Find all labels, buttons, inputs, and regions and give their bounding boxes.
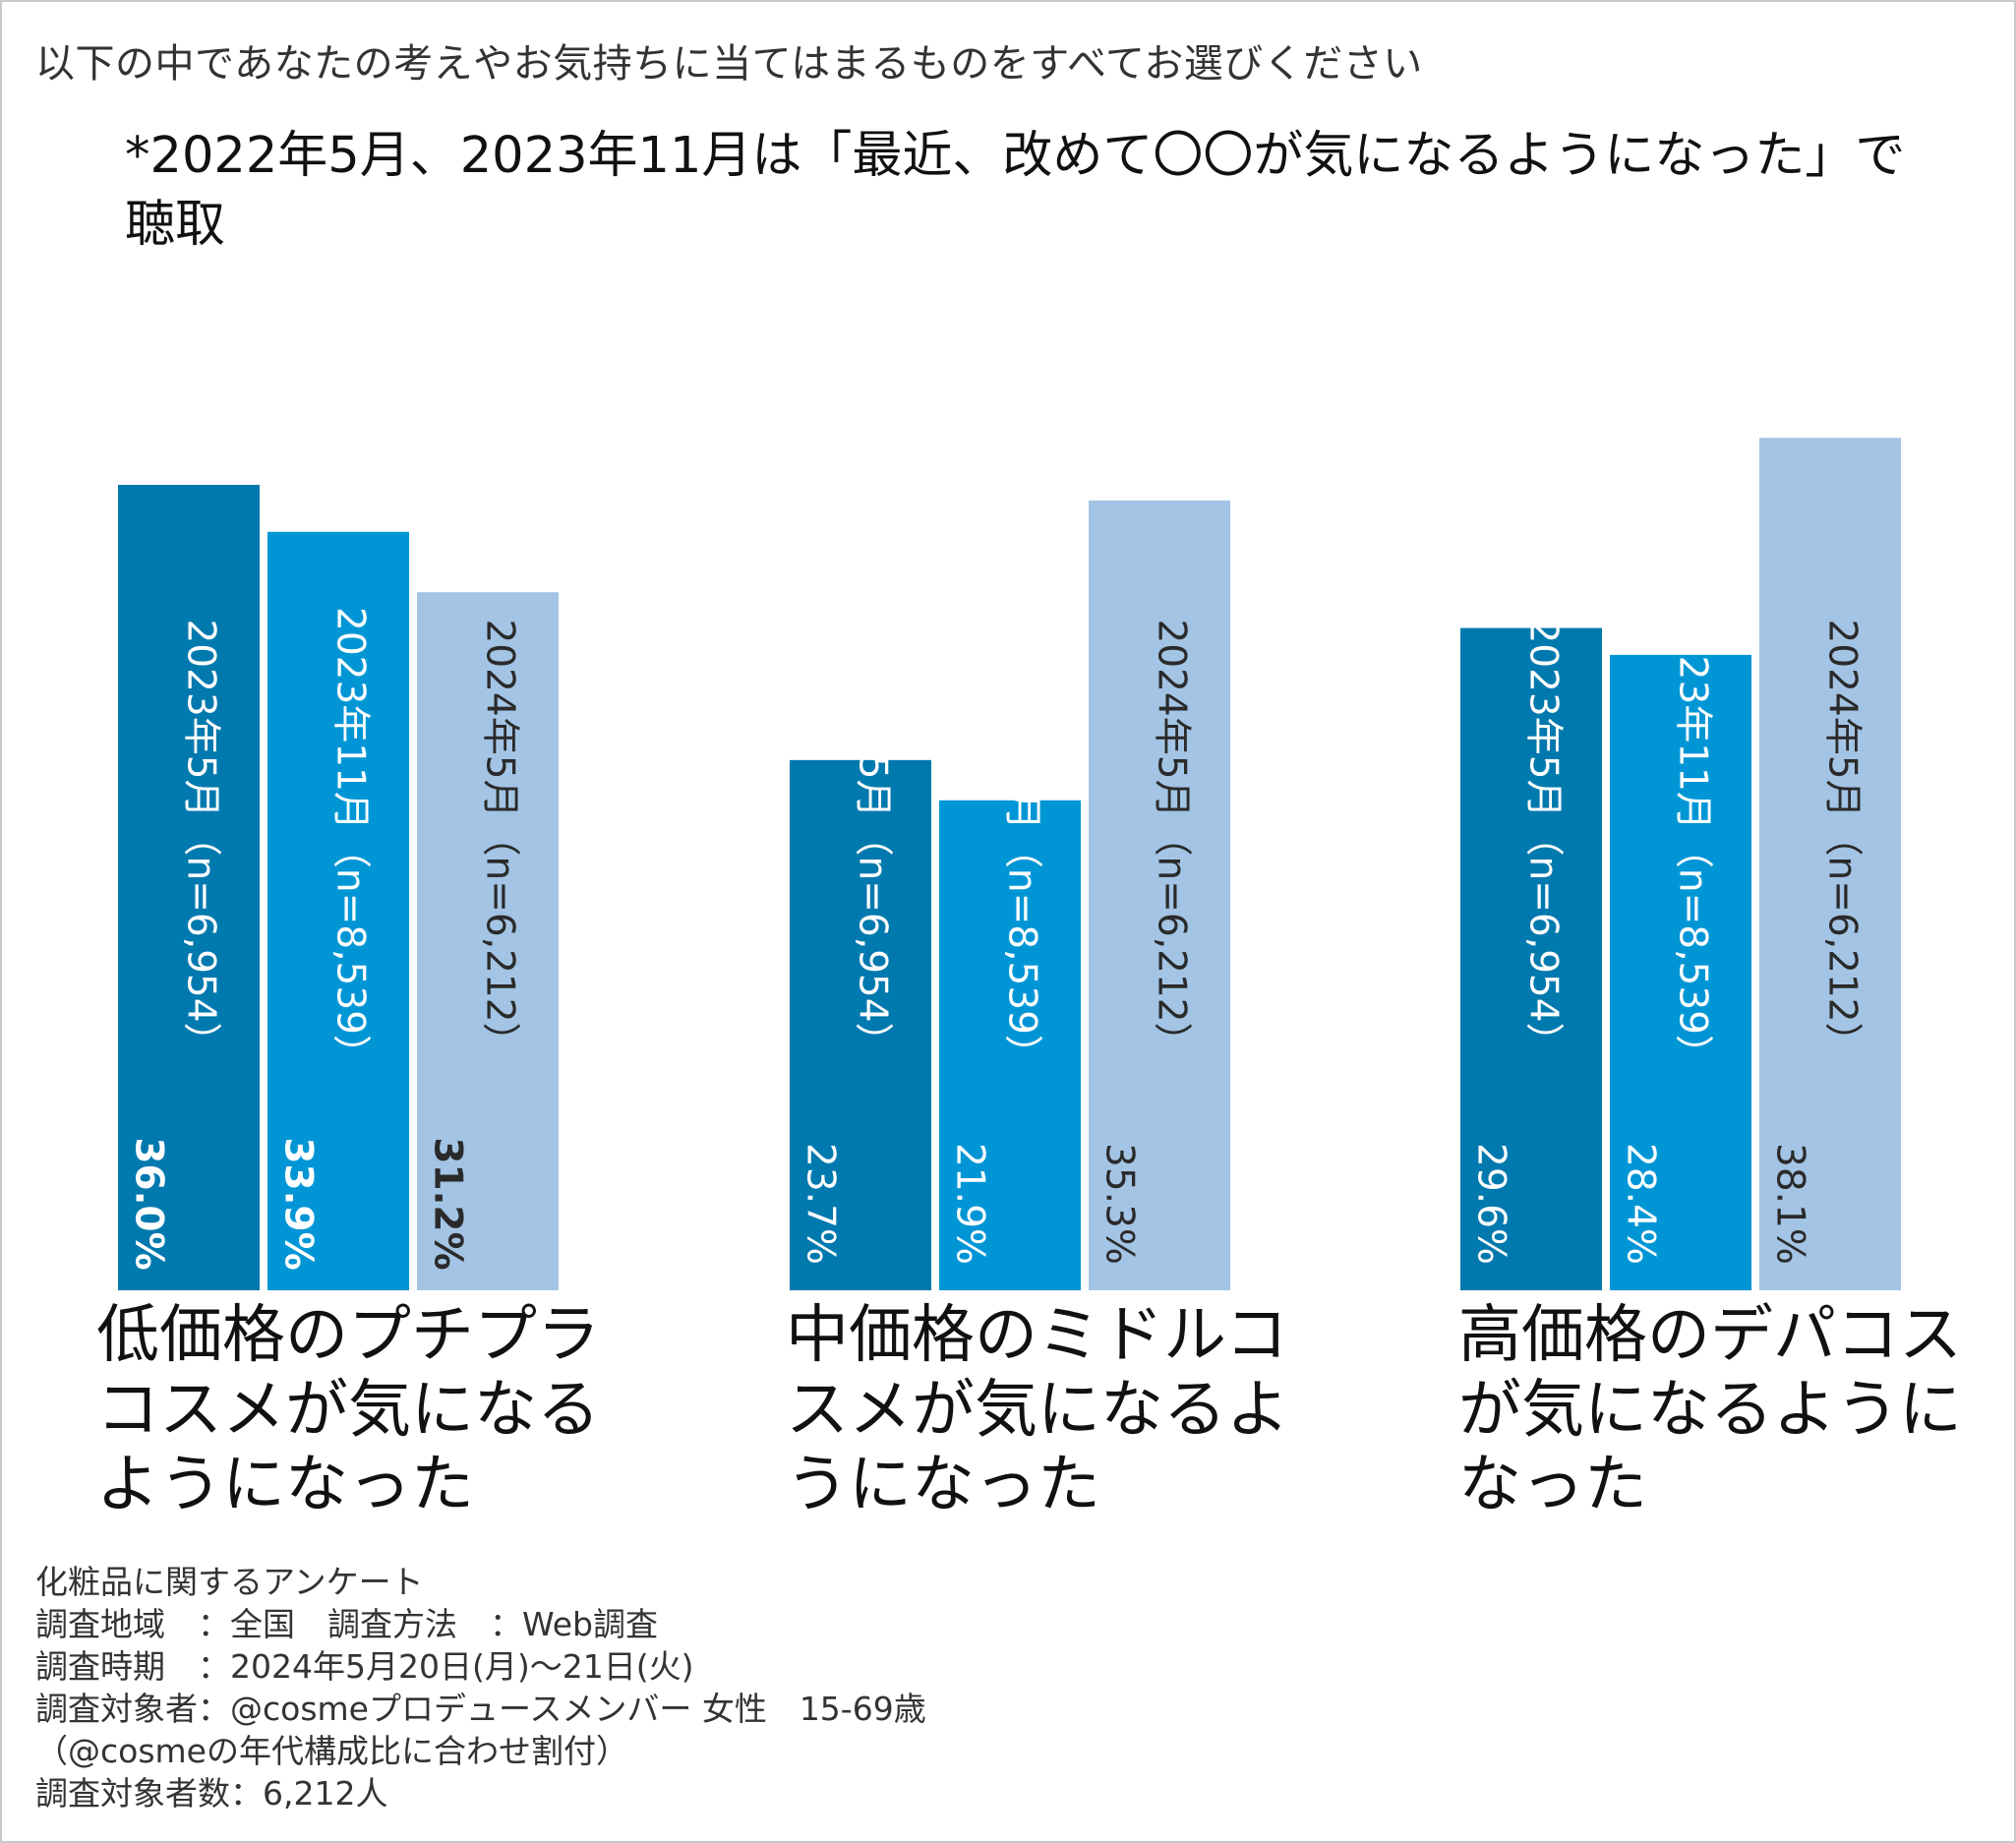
value-label-high-price-1: 29.6% [1469, 1143, 1513, 1265]
survey-footer: 化粧品に関するアンケート 調査地域 ：全国 調査方法 ：Web調査 調査時期 ：… [35, 1561, 926, 1814]
value-label-high-price-3: 38.1% [1768, 1143, 1812, 1265]
category-label-mid-price: 中価格のミドルコスメが気になるようになった [786, 1299, 1289, 1521]
bar-high-price-series-3 [1759, 438, 1901, 1291]
value-label-high-price-2: 28.4% [1619, 1143, 1663, 1265]
bar-high-price-series-1 [1460, 627, 1602, 1290]
series-label-high-price-1: 2023年5月（n=6,954） [1521, 619, 1566, 1060]
category-label-high-price: 高価格のデパコスが気になるようになった [1458, 1299, 1962, 1521]
category-label-low-price: 低価格のプチプラコスメが気になるようになった [96, 1299, 600, 1521]
footer-line-survey-name: 化粧品に関するアンケート [35, 1563, 424, 1601]
footer-line-target: 調査対象者：@cosmeプロデュースメンバー 女性 15-69歳 [35, 1690, 926, 1728]
value-label-low-price-3: 31.2% [426, 1137, 470, 1270]
bar-low-price-series-3 [417, 592, 559, 1290]
footer-line-period: 調査時期 ：2024年5月20日(月)～21日(火) [35, 1647, 694, 1686]
bar-high-price-series-2 [1610, 654, 1751, 1290]
series-label-low-price-3: 2024年5月（n=6,212） [478, 619, 522, 1060]
value-label-low-price-2: 33.9% [276, 1137, 321, 1270]
value-label-mid-price-3: 35.3% [1097, 1143, 1142, 1265]
series-label-low-price-2: 2023年11月（n=8,539） [328, 607, 373, 1073]
value-label-mid-price-2: 21.9% [948, 1143, 992, 1265]
series-label-mid-price-2: 2023年11月（n=8,539） [1000, 607, 1044, 1073]
bar-mid-price-series-3 [1089, 500, 1230, 1290]
footer-line-allocation: （@cosmeの年代構成比に合わせ割付） [35, 1732, 628, 1770]
footer-line-sample-size: 調査対象者数：6,212人 [35, 1774, 388, 1813]
value-label-low-price-1: 36.0% [127, 1137, 171, 1270]
question-text: 以下の中であなたの考えやお気持ちに当てはまるものをすべてお選びください [35, 41, 1423, 87]
series-label-high-price-3: 2024年5月（n=6,212） [1820, 619, 1865, 1060]
bar-low-price-series-1 [118, 485, 260, 1290]
bar-low-price-series-2 [267, 531, 409, 1290]
footer-line-region-method: 調査地域 ：全国 調査方法 ：Web調査 [35, 1605, 658, 1643]
series-label-low-price-1: 2023年5月（n=6,954） [179, 619, 223, 1060]
value-label-mid-price-1: 23.7% [799, 1143, 843, 1265]
series-label-mid-price-3: 2024年5月（n=6,212） [1150, 619, 1194, 1060]
survey-note: *2022年5月、2023年11月は「最近、改めて〇〇が気になるようになった」で… [125, 127, 1906, 254]
series-label-mid-price-1: 2023年5月（n=6,954） [851, 619, 895, 1060]
bar-mid-price-series-1 [790, 759, 931, 1290]
series-label-high-price-2: 2023年11月（n=8,539） [1671, 607, 1715, 1073]
bar-mid-price-series-2 [939, 800, 1081, 1290]
